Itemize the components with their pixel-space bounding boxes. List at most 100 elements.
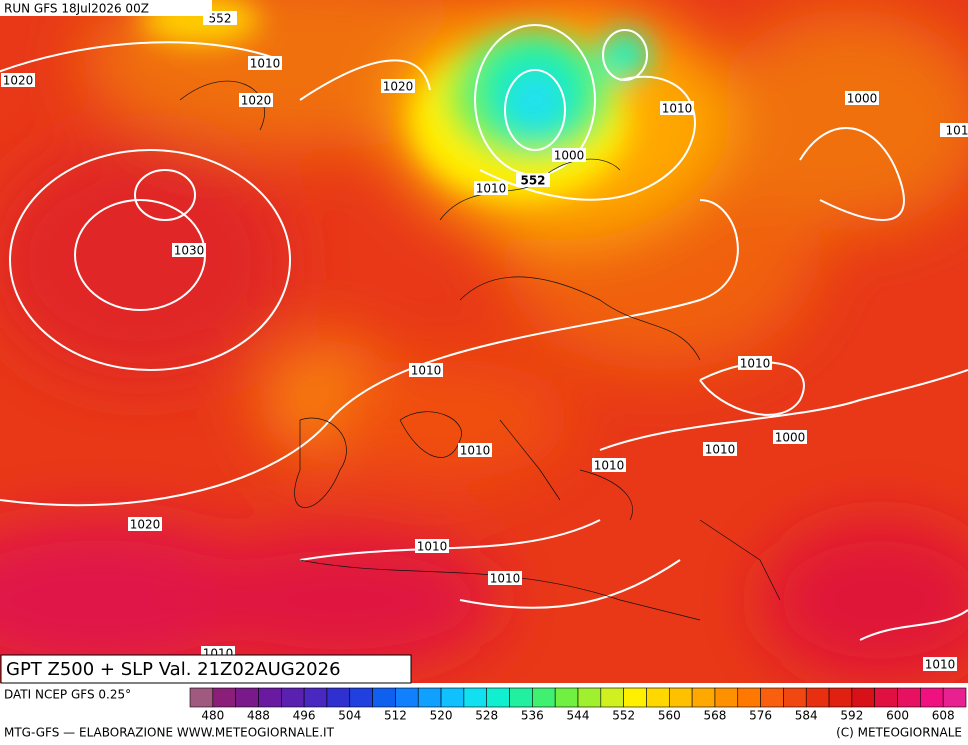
colorbar-label: 480: [201, 709, 224, 723]
colorbar-label: 520: [430, 709, 453, 723]
contour-label: 1020: [241, 94, 272, 108]
colorbar-label: 488: [247, 709, 270, 723]
colorbar-label: 592: [840, 709, 863, 723]
colorbar-swatch: [691, 687, 716, 708]
colorbar-swatch: [372, 687, 396, 708]
map-title: GPT Z500 + SLP Val. 21Z02AUG2026: [6, 659, 341, 680]
colorbar-swatch: [532, 687, 556, 708]
contour-label: 101: [946, 124, 968, 138]
colorbar-swatch: [828, 687, 853, 708]
colorbar-swatch: [554, 687, 579, 708]
contour-label-box: [381, 79, 415, 93]
colorbar: 480 488 496 504 512 520 528 536 544 552 560 568 576 5…: [189, 687, 967, 723]
contour-label-box: [552, 148, 586, 162]
coastlines: [179, 80, 781, 621]
colorbar-swatch: [189, 687, 214, 708]
contour-label: 1020: [383, 80, 414, 94]
contour-label-box: [940, 123, 968, 137]
contour-label: 1020: [130, 518, 161, 532]
contour-label: 552: [520, 174, 545, 188]
colorbar-swatch: [440, 687, 465, 708]
footer-right: (C) METEOGIORNALE: [836, 726, 962, 740]
contour-label: 1000: [554, 149, 585, 163]
contour-label-box: [409, 363, 443, 377]
colorbar-swatch: [417, 687, 442, 708]
colorbar-label: 544: [567, 709, 590, 723]
contour-label-box: [488, 571, 522, 585]
colorbar-swatch: [600, 687, 624, 708]
contour-label-box: [703, 442, 737, 456]
colorbar-label: 552: [612, 709, 635, 723]
contour-label: 1010: [476, 182, 507, 196]
colorbar-swatch: [349, 687, 373, 708]
contour-label-box: [845, 91, 879, 105]
source: DATI NCEP GFS 0.25°: [4, 688, 131, 702]
contour-label: 1010: [490, 572, 521, 586]
colorbar-swatch: [623, 687, 647, 708]
colorbar-swatch: [646, 687, 670, 708]
contour-label: 1030: [174, 244, 205, 258]
contour-label-box: [923, 657, 957, 671]
colorbar-swatch: [805, 687, 830, 708]
contour-label: 1020: [3, 74, 34, 88]
run-info: RUN GFS 18Jul2026 00Z: [4, 2, 149, 16]
colorbar-label: 528: [475, 709, 498, 723]
colorbar-swatch: [509, 687, 533, 708]
contour-label: 1010: [594, 459, 625, 473]
contour-label-box: [415, 539, 449, 553]
title-box: [0, 654, 412, 684]
colorbar-label: 504: [338, 709, 361, 723]
contour-label-box: [660, 101, 694, 115]
colorbar-label: 560: [658, 709, 681, 723]
colorbar-label: 608: [932, 709, 955, 723]
colorbar-swatch: [760, 687, 784, 708]
contour-labels: 552 1010 1020 1020 1020 1010 1000 101 1000 1010 55…: [1, 11, 968, 672]
colorbar-swatch: [395, 687, 419, 708]
colorbar-swatch: [897, 687, 921, 708]
colorbar-label: 576: [749, 709, 772, 723]
contour-label: 552: [209, 12, 232, 26]
colorbar-label: 600: [886, 709, 909, 723]
colorbar-label: 496: [293, 709, 316, 723]
contour-label-box: [1, 73, 35, 87]
colorbar-swatch: [235, 687, 259, 708]
contour-label-box: [474, 181, 508, 195]
contour-label: 1000: [775, 431, 806, 445]
colorbar-swatch: [851, 687, 876, 708]
contour-label: 1010: [925, 658, 956, 672]
contour-label-box: [248, 56, 282, 70]
colorbar-swatch: [783, 687, 807, 708]
contour-label: 1010: [460, 444, 491, 458]
contour-label-box: [592, 458, 626, 472]
colorbar-swatch: [737, 687, 761, 708]
colorbar-swatch: [303, 687, 328, 708]
contour-label: 1010: [705, 443, 736, 457]
contour-label-box: [128, 517, 162, 531]
colorbar-swatch: [280, 687, 305, 708]
contour-label-box: [773, 430, 807, 444]
colorbar-label: 536: [521, 709, 544, 723]
colorbar-label: 568: [703, 709, 726, 723]
colorbar-label: 584: [795, 709, 818, 723]
isobars: [0, 24, 968, 641]
contour-label-box: [738, 356, 772, 370]
contour-label: 1000: [847, 92, 878, 106]
contour-label: 1010: [740, 357, 771, 371]
header-box: [0, 0, 212, 16]
colorbar-swatch: [258, 687, 282, 708]
colorbar-swatch: [668, 687, 693, 708]
colorbar-swatch: [577, 687, 602, 708]
colorbar-swatch: [212, 687, 236, 708]
contour-label: 1010: [417, 540, 448, 554]
contour-label: 1010: [662, 102, 693, 116]
colorbar-swatch: [874, 687, 898, 708]
contour-label-box: [239, 93, 273, 107]
colorbar-swatch: [326, 687, 351, 708]
footer-left: MTG-GFS — ELABORAZIONE WWW.METEOGIORNALE…: [4, 726, 335, 740]
contour-label-box: [516, 173, 550, 187]
contour-label: 1010: [411, 364, 442, 378]
colorbar-swatch: [463, 687, 488, 708]
colorbar-swatch: [942, 687, 967, 708]
contour-label: 1010: [250, 57, 281, 71]
